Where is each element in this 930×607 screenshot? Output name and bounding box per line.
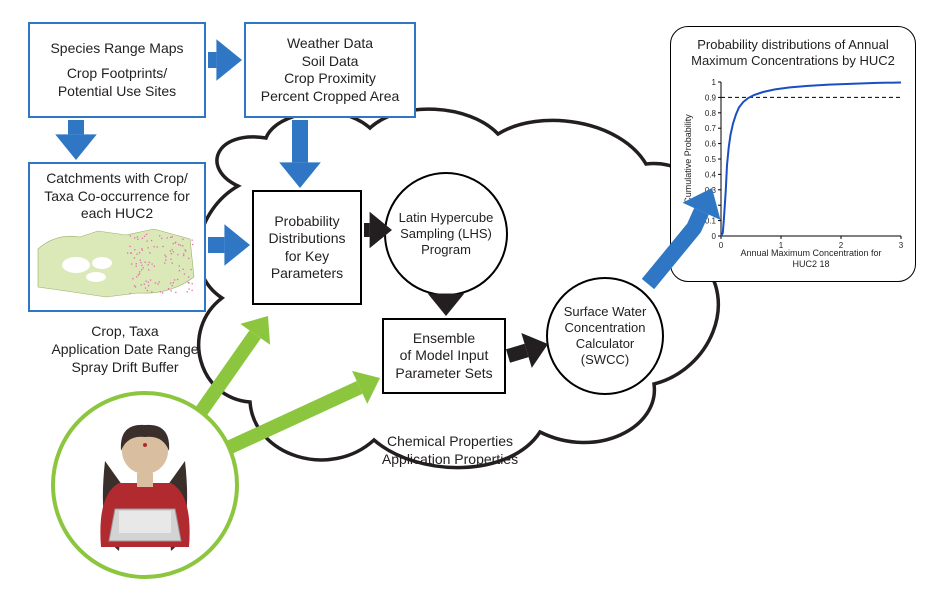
user-icon <box>0 0 930 607</box>
